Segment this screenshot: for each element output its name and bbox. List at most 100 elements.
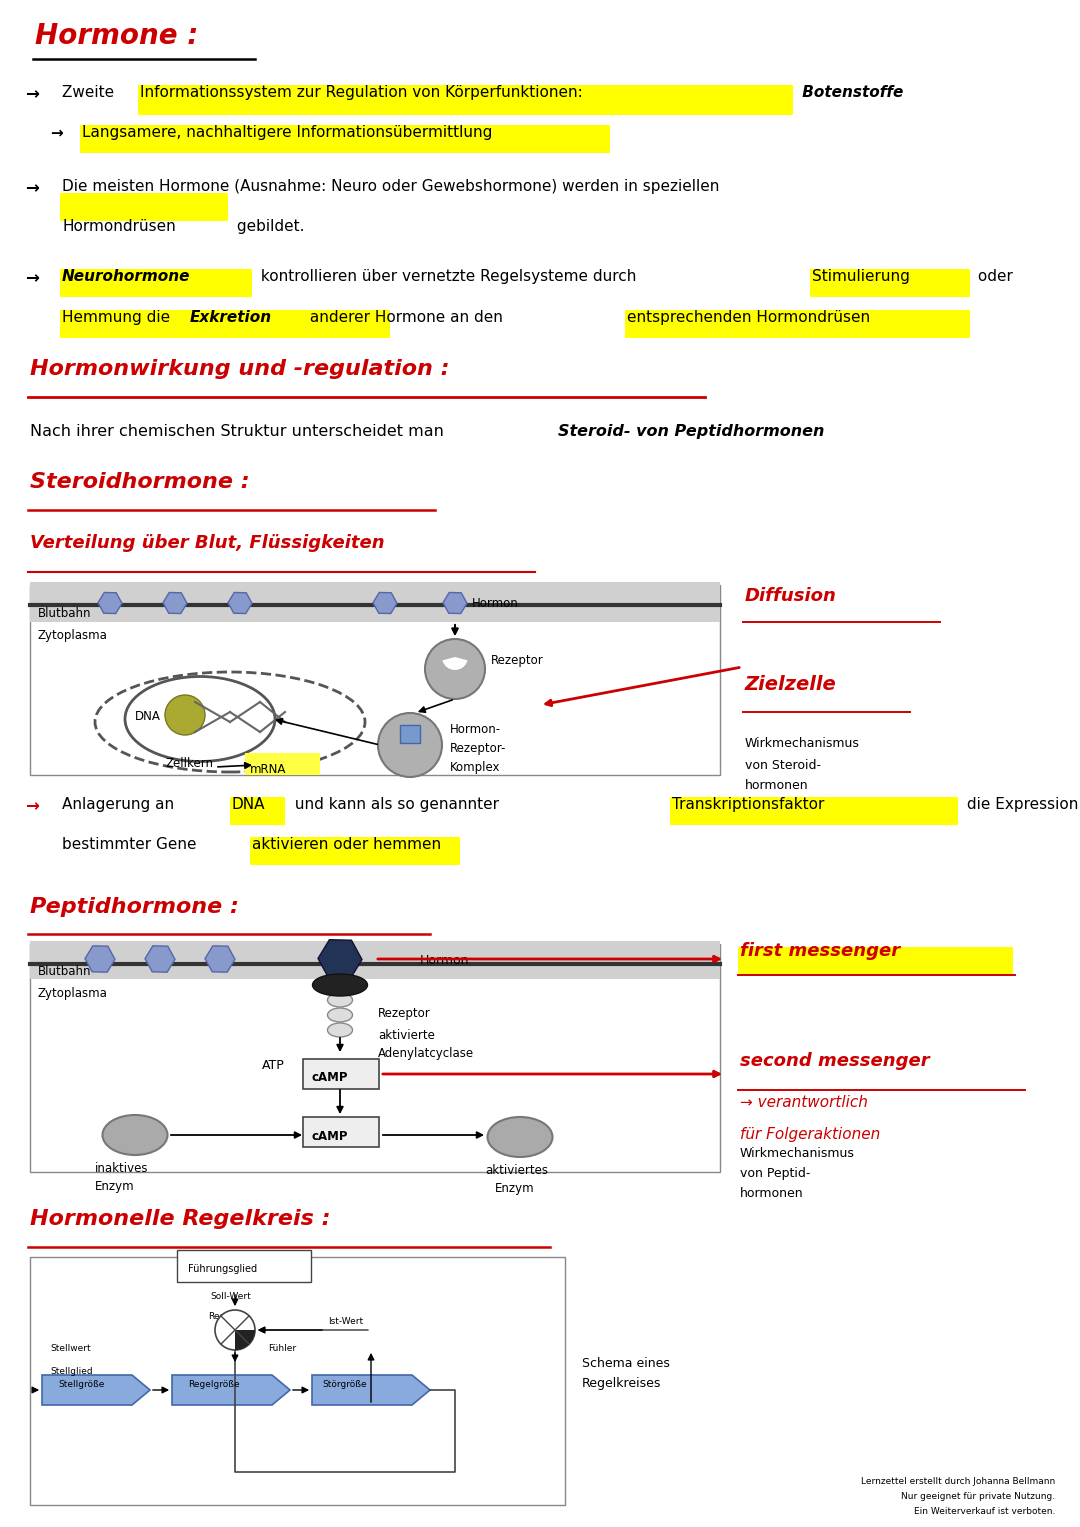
- Text: Die meisten Hormone (Ausnahme: Neuro oder Gewebshormone) werden in speziellen: Die meisten Hormone (Ausnahme: Neuro ode…: [62, 179, 719, 194]
- Text: kontrollieren über vernetzte Regelsysteme durch: kontrollieren über vernetzte Regelsystem…: [256, 269, 642, 284]
- Bar: [670, 797, 958, 825]
- Text: Nach ihrer chemischen Struktur unterscheidet man: Nach ihrer chemischen Struktur untersche…: [30, 425, 449, 438]
- Bar: [60, 269, 252, 296]
- Text: Lernzettel erstellt durch Johanna Bellmann: Lernzettel erstellt durch Johanna Bellma…: [861, 1477, 1055, 1486]
- Text: Informationssystem zur Regulation von Körperfunktionen:: Informationssystem zur Regulation von Kö…: [140, 86, 583, 99]
- Text: bestimmter Gene: bestimmter Gene: [62, 837, 201, 852]
- Text: Hormone :: Hormone :: [35, 21, 199, 50]
- Text: Transkriptionsfaktor: Transkriptionsfaktor: [672, 797, 824, 812]
- Polygon shape: [42, 1374, 150, 1405]
- Text: →: →: [25, 797, 39, 815]
- Text: Rezeptor: Rezeptor: [491, 655, 543, 667]
- Text: aktivieren oder hemmen: aktivieren oder hemmen: [252, 837, 441, 852]
- Ellipse shape: [103, 1115, 167, 1154]
- Text: →: →: [25, 86, 39, 102]
- Text: Nur geeignet für private Nutzung.: Nur geeignet für private Nutzung.: [901, 1492, 1055, 1501]
- Text: Regelgröße: Regelgröße: [188, 1380, 240, 1390]
- Ellipse shape: [327, 1023, 352, 1037]
- Bar: [30, 944, 720, 1173]
- Bar: [738, 947, 1013, 976]
- Text: Diffusion: Diffusion: [745, 586, 837, 605]
- Text: Zellkern: Zellkern: [165, 757, 213, 770]
- Text: von Steroid-: von Steroid-: [745, 759, 821, 773]
- Text: Regelkreises: Regelkreises: [582, 1377, 661, 1390]
- Circle shape: [378, 713, 442, 777]
- Text: Stimulierung: Stimulierung: [812, 269, 909, 284]
- Text: Regler: Regler: [208, 1312, 238, 1321]
- Text: Hormon: Hormon: [420, 954, 470, 967]
- Text: DNA: DNA: [232, 797, 266, 812]
- Text: anderer Hormone an den: anderer Hormone an den: [305, 310, 508, 325]
- Bar: [30, 1257, 565, 1506]
- Text: →: →: [25, 269, 39, 287]
- Text: oder: oder: [973, 269, 1013, 284]
- Text: Neurohormone: Neurohormone: [62, 269, 190, 284]
- Bar: [249, 837, 460, 864]
- Text: Soll-Wert: Soll-Wert: [210, 1292, 251, 1301]
- Text: second messenger: second messenger: [740, 1052, 930, 1070]
- Text: →: →: [25, 179, 39, 197]
- Text: Botenstoffe: Botenstoffe: [797, 86, 903, 99]
- Text: Komplex: Komplex: [450, 760, 500, 774]
- Ellipse shape: [487, 1116, 553, 1157]
- Text: Hormonelle Regelkreis :: Hormonelle Regelkreis :: [30, 1209, 330, 1229]
- Circle shape: [215, 1310, 255, 1350]
- Text: Zytoplasma: Zytoplasma: [38, 629, 108, 641]
- Text: Enzym: Enzym: [95, 1180, 135, 1193]
- Text: Stellglied: Stellglied: [50, 1367, 93, 1376]
- Text: Rezeptor-: Rezeptor-: [450, 742, 507, 754]
- Text: Störgröße: Störgröße: [322, 1380, 366, 1390]
- Text: Blutbahn: Blutbahn: [38, 965, 92, 977]
- Wedge shape: [235, 1330, 255, 1350]
- Bar: [400, 725, 420, 744]
- Text: Steroidhormone :: Steroidhormone :: [30, 472, 249, 492]
- Text: entsprechenden Hormondrüsen: entsprechenden Hormondrüsen: [627, 310, 870, 325]
- Text: Blutbahn: Blutbahn: [38, 608, 92, 620]
- Text: cAMP: cAMP: [312, 1070, 349, 1084]
- Text: Schema eines: Schema eines: [582, 1358, 670, 1370]
- Text: Wirkmechanismus: Wirkmechanismus: [745, 738, 860, 750]
- Text: von Peptid-: von Peptid-: [740, 1167, 810, 1180]
- Text: Hormonwirkung und -regulation :: Hormonwirkung und -regulation :: [30, 359, 449, 379]
- Polygon shape: [312, 1374, 430, 1405]
- Text: und kann als so genannter: und kann als so genannter: [291, 797, 504, 812]
- Text: hormonen: hormonen: [745, 779, 809, 793]
- Bar: [138, 86, 793, 115]
- Text: Zweite: Zweite: [62, 86, 119, 99]
- Text: aktiviertes: aktiviertes: [485, 1164, 548, 1177]
- Circle shape: [165, 695, 205, 734]
- Text: Hemmung die: Hemmung die: [62, 310, 175, 325]
- Text: Fühler: Fühler: [268, 1344, 296, 1353]
- Text: first messenger: first messenger: [740, 942, 900, 960]
- Text: Peptidhormone :: Peptidhormone :: [30, 896, 239, 918]
- Text: Rezeptor: Rezeptor: [378, 1006, 431, 1020]
- Ellipse shape: [327, 1008, 352, 1022]
- Text: Steroid- von Peptidhormonen: Steroid- von Peptidhormonen: [558, 425, 824, 438]
- Text: aktivierte: aktivierte: [378, 1029, 435, 1041]
- Text: Enzym: Enzym: [495, 1182, 535, 1196]
- Text: Ein Weiterverkauf ist verboten.: Ein Weiterverkauf ist verboten.: [914, 1507, 1055, 1516]
- Circle shape: [426, 638, 485, 699]
- Text: Führungsglied: Führungsglied: [188, 1264, 257, 1274]
- Polygon shape: [172, 1374, 291, 1405]
- Text: Hormondrüsen: Hormondrüsen: [62, 218, 176, 234]
- Bar: [60, 192, 228, 221]
- Text: Stellgröße: Stellgröße: [58, 1380, 105, 1390]
- Text: Hormon-: Hormon-: [450, 722, 501, 736]
- Text: Langsamere, nachhaltigere Informationsübermittlung: Langsamere, nachhaltigere Informationsüb…: [82, 125, 492, 140]
- Text: cAMP: cAMP: [312, 1130, 349, 1144]
- Text: mRNA: mRNA: [249, 764, 286, 776]
- Wedge shape: [443, 657, 468, 670]
- Text: DNA: DNA: [135, 710, 161, 724]
- Text: Exkretion: Exkretion: [190, 310, 272, 325]
- Bar: [80, 125, 610, 153]
- Text: Zytoplasma: Zytoplasma: [38, 986, 108, 1000]
- Bar: [245, 753, 320, 776]
- FancyBboxPatch shape: [303, 1060, 379, 1089]
- FancyBboxPatch shape: [177, 1251, 311, 1283]
- Text: →: →: [50, 125, 63, 140]
- FancyBboxPatch shape: [303, 1116, 379, 1147]
- Text: inaktives: inaktives: [95, 1162, 149, 1174]
- Bar: [30, 582, 720, 621]
- Text: Ist-Wert: Ist-Wert: [328, 1316, 363, 1325]
